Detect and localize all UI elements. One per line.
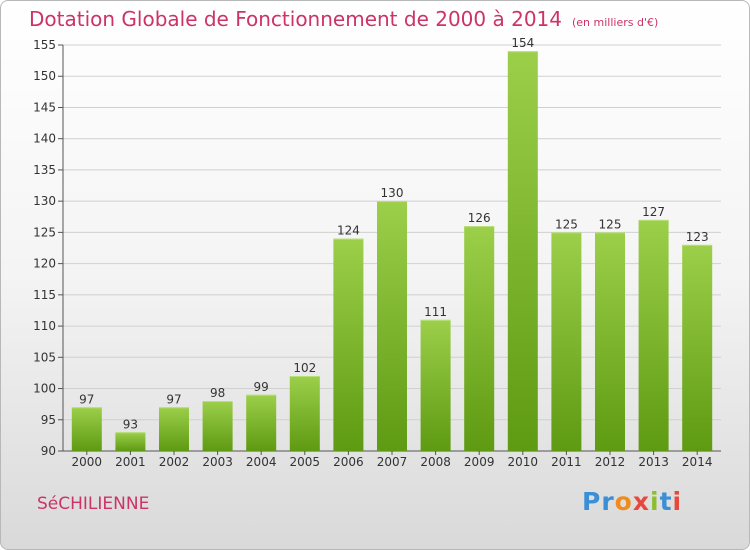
data-label: 125 <box>599 217 622 231</box>
data-label: 102 <box>293 361 316 375</box>
y-tick-label: 130 <box>33 194 56 208</box>
x-tick-label: 2012 <box>595 455 626 469</box>
proxiti-logo: Proxiti <box>582 487 682 516</box>
commune-name: SéCHILIENNE <box>37 494 150 514</box>
data-label: 97 <box>166 392 181 406</box>
bar <box>246 394 277 451</box>
y-tick-label: 150 <box>33 69 56 83</box>
x-tick-label: 2001 <box>115 455 146 469</box>
x-tick-label: 2014 <box>682 455 713 469</box>
bar <box>115 432 146 451</box>
data-label: 99 <box>254 380 269 394</box>
chart-subtitle: (en milliers d'€) <box>572 16 659 29</box>
y-tick-label: 95 <box>41 413 56 427</box>
y-tick-label: 90 <box>41 444 56 458</box>
bar <box>682 244 713 451</box>
logo-letter: o <box>614 487 633 516</box>
logo-letter: t <box>659 487 673 516</box>
bar <box>464 226 495 451</box>
x-tick-label: 2006 <box>333 455 364 469</box>
x-tick-label: 2005 <box>290 455 321 469</box>
y-tick-label: 105 <box>33 350 56 364</box>
y-tick-label: 140 <box>33 132 56 146</box>
bar <box>159 407 189 451</box>
x-tick-label: 2004 <box>246 455 277 469</box>
data-label: 124 <box>337 224 360 238</box>
logo-letter: P <box>582 487 602 516</box>
bar <box>507 51 538 451</box>
bar <box>71 407 102 451</box>
data-label: 130 <box>381 186 404 200</box>
x-tick-label: 2009 <box>464 455 495 469</box>
x-tick-label: 2007 <box>377 455 408 469</box>
bar <box>377 201 407 451</box>
bar <box>333 238 364 451</box>
bar <box>551 232 582 451</box>
chart-title: Dotation Globale de Fonctionnement de 20… <box>29 7 658 31</box>
logo-letter: x <box>632 487 650 516</box>
y-tick-label: 155 <box>33 38 56 52</box>
logo-letter: i <box>672 487 683 516</box>
data-label: 97 <box>79 392 94 406</box>
bar <box>420 319 451 451</box>
x-tick-label: 2002 <box>159 455 190 469</box>
bar <box>638 219 669 451</box>
y-tick-label: 110 <box>33 319 56 333</box>
data-label: 98 <box>210 386 225 400</box>
chart-title-text: Dotation Globale de Fonctionnement de 20… <box>29 7 562 31</box>
y-tick-label: 120 <box>33 257 56 271</box>
data-label: 154 <box>511 36 534 50</box>
data-label: 123 <box>686 230 709 244</box>
x-tick-label: 2000 <box>72 455 103 469</box>
logo-letter: i <box>650 487 660 516</box>
y-tick-label: 135 <box>33 163 56 177</box>
bar <box>202 401 233 451</box>
x-tick-label: 2003 <box>202 455 233 469</box>
data-label: 126 <box>468 211 491 225</box>
y-tick-label: 115 <box>33 288 56 302</box>
data-label: 125 <box>555 217 578 231</box>
y-tick-label: 145 <box>33 100 56 114</box>
y-tick-label: 125 <box>33 225 56 239</box>
bar <box>289 376 320 451</box>
logo-letter: r <box>601 487 615 516</box>
x-tick-label: 2011 <box>551 455 582 469</box>
x-tick-label: 2008 <box>420 455 451 469</box>
data-label: 111 <box>424 305 447 319</box>
data-label: 93 <box>123 417 138 431</box>
bar <box>595 232 625 451</box>
x-tick-label: 2010 <box>508 455 539 469</box>
x-tick-label: 2013 <box>638 455 669 469</box>
data-label: 127 <box>642 205 665 219</box>
y-tick-label: 100 <box>33 382 56 396</box>
